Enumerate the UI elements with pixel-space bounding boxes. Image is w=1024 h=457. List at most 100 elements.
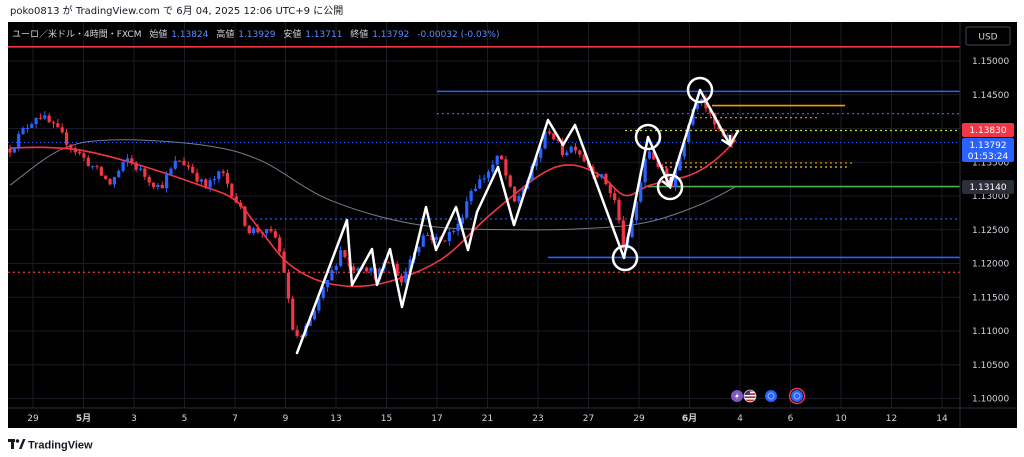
candle-body xyxy=(534,157,538,167)
candle xyxy=(317,297,321,314)
candle-body xyxy=(286,272,290,299)
time-axis-label: 27 xyxy=(583,414,594,424)
level-badge-box xyxy=(962,180,1014,194)
brand-name[interactable]: TradingView xyxy=(28,440,93,452)
candle-body xyxy=(208,180,212,188)
candle xyxy=(121,161,125,173)
candle xyxy=(321,286,325,301)
candle-body xyxy=(169,168,173,175)
low-value: 1.13711 xyxy=(305,30,342,40)
logo-slash xyxy=(19,439,26,449)
candle-body xyxy=(221,171,225,174)
candle-body xyxy=(212,179,217,181)
time-axis-label: 17 xyxy=(431,414,442,424)
zigzag-pattern-line[interactable] xyxy=(295,88,740,355)
candle-body xyxy=(112,177,116,185)
last-price-badge: 1.13792 01:53:24 xyxy=(962,138,1014,162)
currency-label[interactable]: USD xyxy=(978,33,997,43)
candle-body xyxy=(256,228,260,233)
candle-body xyxy=(656,159,660,167)
candle xyxy=(452,229,456,235)
close-label: 終値 xyxy=(350,28,368,40)
candle-body xyxy=(543,131,547,149)
candle-body xyxy=(217,171,221,180)
time-axis-labels: 29 5月 3 5 7 9 13 15 17 21 23 27 29 6月 4 6 10 12 14 xyxy=(27,413,948,424)
pattern-pivot-circle[interactable] xyxy=(611,244,639,272)
candle-body xyxy=(434,237,438,241)
candle-body xyxy=(417,246,421,253)
candle xyxy=(399,273,404,286)
last-price-badge-box xyxy=(962,138,1014,162)
candle-body xyxy=(600,174,604,178)
currency-button-frame[interactable] xyxy=(965,26,1011,46)
candle xyxy=(51,120,56,128)
candle xyxy=(460,214,464,228)
logo-stem xyxy=(11,439,14,449)
pattern-pivot-circle[interactable] xyxy=(656,173,684,201)
candle xyxy=(230,183,234,199)
candle-body xyxy=(447,232,451,242)
economic-event-icon[interactable] xyxy=(765,390,777,402)
candle-body xyxy=(12,147,16,153)
level-badge: 1.13140 xyxy=(962,180,1014,194)
candle xyxy=(647,149,652,160)
candle-body xyxy=(634,201,638,221)
candle-body xyxy=(308,319,312,326)
tradingview-logo[interactable]: TradingView xyxy=(8,439,93,452)
candle xyxy=(212,176,217,185)
candle xyxy=(234,193,238,204)
economic-event-icon[interactable] xyxy=(788,387,806,405)
candle-body xyxy=(86,157,90,167)
us-flag-icon[interactable] xyxy=(743,389,757,403)
time-axis-label: 3 xyxy=(131,414,137,424)
candle xyxy=(273,228,277,239)
price-scale[interactable]: 1.15000 1.14500 1.13500 1.13000 1.12500 1.120… xyxy=(959,22,1014,428)
tradingview-logo-icon[interactable] xyxy=(8,439,26,449)
candle xyxy=(143,167,147,180)
candle-body xyxy=(473,188,478,192)
open-label: 始値 xyxy=(149,28,167,40)
candle-body xyxy=(682,142,686,157)
candle-body xyxy=(195,172,199,182)
pattern-pivot-circle[interactable] xyxy=(686,76,714,104)
price-tick-label: 1.13000 xyxy=(972,192,1009,202)
candle-body xyxy=(204,179,208,188)
time-axis-label: 15 xyxy=(381,414,392,424)
candle-body xyxy=(560,140,565,156)
candle-body xyxy=(704,99,708,109)
candle-body xyxy=(325,280,330,288)
time-axis[interactable]: 29 5月 3 5 7 9 13 15 17 21 23 27 29 6月 4 6 10 12 14 xyxy=(8,407,1017,424)
candle-body xyxy=(647,151,652,159)
candle xyxy=(482,174,486,184)
event-dot-inner xyxy=(767,392,775,400)
candle-body xyxy=(134,162,138,170)
candle xyxy=(613,189,617,204)
time-axis-label: 13 xyxy=(330,414,341,424)
candle xyxy=(238,199,243,210)
high-value: 1.13929 xyxy=(238,30,275,40)
candle-body xyxy=(69,144,73,149)
candle xyxy=(125,154,130,167)
candle xyxy=(617,197,621,224)
candle-body xyxy=(556,139,560,141)
candle-body xyxy=(569,146,573,153)
candle-body xyxy=(178,160,182,162)
candle-body xyxy=(56,123,60,128)
candle-body xyxy=(621,220,625,248)
candle xyxy=(278,234,282,256)
candle-body xyxy=(443,240,447,242)
candle xyxy=(404,267,408,285)
candle-body xyxy=(460,217,464,224)
candle-body xyxy=(652,151,656,160)
candle-body xyxy=(456,223,460,231)
candle xyxy=(465,196,469,218)
candle xyxy=(417,246,421,257)
candle-body xyxy=(595,174,599,178)
chart-panel[interactable] xyxy=(8,22,1017,428)
currency-button[interactable]: USD xyxy=(965,26,1011,46)
lightning-icon[interactable] xyxy=(731,390,743,402)
pattern-pivot-circle[interactable] xyxy=(634,123,662,151)
candle xyxy=(312,309,317,321)
candle xyxy=(291,295,295,331)
candle-body xyxy=(486,171,491,179)
